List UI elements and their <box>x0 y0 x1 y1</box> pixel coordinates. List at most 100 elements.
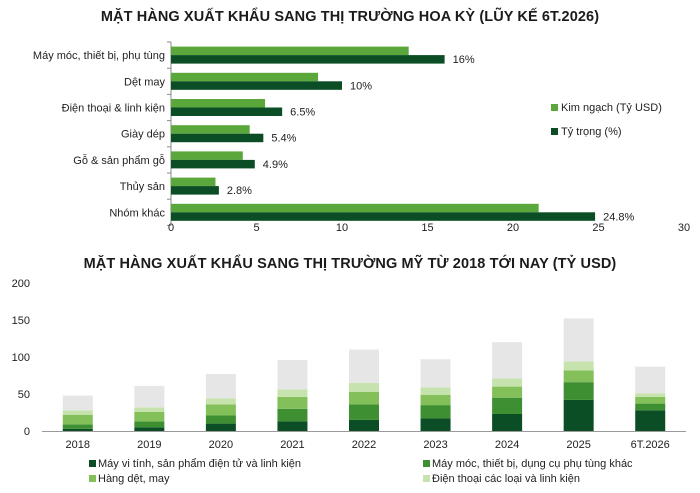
chart1-data-label: 2.8% <box>227 185 252 197</box>
chart1-data-label: 16% <box>453 54 475 66</box>
chart2-bar-segment <box>134 421 165 428</box>
chart2-bar-segment <box>62 428 93 431</box>
chart2-bar-segment <box>134 411 165 422</box>
chart1-bar-kim-ngach <box>171 125 250 134</box>
chart1-legend-label: Kim ngạch (Tỷ USD) <box>561 102 662 114</box>
chart1-data-label: 24.8% <box>603 211 634 223</box>
chart2-bar-segment <box>492 397 523 414</box>
chart1-x-tick-label: 25 <box>592 222 604 234</box>
chart2-x-tick-label: 6T.2026 <box>631 439 670 451</box>
chart1-bar-kim-ngach <box>171 72 319 82</box>
chart2-y-tick-label: 200 <box>12 278 30 290</box>
chart1-x-tick-label: 10 <box>336 222 348 234</box>
chart1-bar-kim-ngach <box>171 151 243 160</box>
chart1-data-label: 4.9% <box>263 159 288 171</box>
chart1-legend-label: Tỷ trọng (%) <box>561 126 622 138</box>
chart2-y-tick-label: 0 <box>24 426 30 438</box>
chart2-y-tick-label: 50 <box>18 389 30 401</box>
chart2-bar-segment <box>277 359 308 390</box>
chart-1-title: MẶT HÀNG XUẤT KHẨU SANG THỊ TRƯỜNG HOA K… <box>100 9 600 25</box>
chart2-bar-segment <box>205 423 236 431</box>
chart1-legend-swatch <box>551 128 558 135</box>
chart2-legend-label: Điện thoại các loại và linh kiện <box>432 473 580 485</box>
chart1-x-tick-label: 5 <box>253 222 259 234</box>
chart2-legend-swatch <box>423 475 430 482</box>
chart2-bar-segment <box>134 427 165 431</box>
chart1-category-label: Giày dép <box>121 129 165 141</box>
chart2-bar-segment <box>277 389 308 397</box>
chart1-bar-ty-trong <box>171 133 264 143</box>
chart2-bar-segment <box>563 382 594 400</box>
chart1-data-label: 10% <box>350 80 372 92</box>
chart1-bar-ty-trong <box>171 81 342 90</box>
chart2-bar-segment <box>563 361 594 371</box>
chart2-bar-segment <box>349 382 379 392</box>
chart1-category-label: Nhóm khác <box>109 207 165 219</box>
chart2-y-tick-label: 150 <box>12 315 30 327</box>
chart2-legend-label: Hàng dệt, may <box>98 473 170 485</box>
chart2-bar-segment <box>62 395 93 411</box>
chart1-x-tick-label: 20 <box>507 222 519 234</box>
chart2-legend-swatch <box>89 475 96 482</box>
chart2-bar-segment <box>349 391 379 405</box>
chart2-x-tick-label: 2019 <box>137 439 161 451</box>
chart1-bar-ty-trong <box>171 212 596 221</box>
chart2-x-tick-label: 2025 <box>566 439 590 451</box>
chart2-bar-segment <box>420 394 451 406</box>
chart1-x-tick-label: 30 <box>678 222 690 234</box>
chart2-y-tick-label: 100 <box>12 352 30 364</box>
chart1-category-label: Thủy sản <box>120 181 165 193</box>
chart2-bar-segment <box>134 407 165 412</box>
chart2-bar-segment <box>420 387 451 395</box>
chart2-bar-segment <box>349 349 379 383</box>
chart1-bar-ty-trong <box>171 159 255 169</box>
chart-2-title: MẶT HÀNG XUẤT KHẨU SANG THỊ TRƯỜNG MỸ TỪ… <box>83 256 617 272</box>
chart2-bar-segment <box>492 342 523 379</box>
chart2-bar-segment <box>492 413 523 431</box>
chart2-x-tick-label: 2021 <box>280 439 304 451</box>
chart1-category-label: Dệt may <box>124 76 165 88</box>
chart2-x-tick-label: 2024 <box>495 439 519 451</box>
chart2-bar-segment <box>277 408 308 422</box>
chart2-x-tick-label: 2023 <box>423 439 447 451</box>
chart2-bar-segment <box>205 415 236 424</box>
chart1-bar-ty-trong <box>171 107 283 116</box>
chart2-bar-segment <box>563 399 594 431</box>
chart2-bar-segment <box>205 398 236 405</box>
chart1-category-label: Điện thoại & linh kiện <box>62 103 165 115</box>
chart2-bar-segment <box>62 414 93 425</box>
chart2-bar-segment <box>635 403 666 411</box>
chart2-bar-segment <box>420 405 451 419</box>
chart2-bar-segment <box>277 396 308 409</box>
chart1-x-tick-label: 0 <box>168 222 174 234</box>
chart1-bar-kim-ngach <box>171 177 216 187</box>
chart1-legend-swatch <box>551 104 558 111</box>
chart2-bar-segment <box>349 404 379 420</box>
chart1-x-tick-label: 15 <box>421 222 433 234</box>
chart2-bar-segment <box>635 396 666 404</box>
chart2-x-tick-label: 2018 <box>66 439 90 451</box>
chart2-bar-segment <box>277 421 308 431</box>
chart2-bar-segment <box>563 370 594 383</box>
chart2-legend-label: Máy vi tính, sản phẩm điện tử và linh ki… <box>98 458 301 470</box>
chart2-bar-segment <box>635 366 666 394</box>
chart2-x-tick-label: 2022 <box>352 439 376 451</box>
chart2-bar-segment <box>205 404 236 416</box>
chart2-bar-segment <box>349 419 379 431</box>
chart2-bar-segment <box>62 410 93 415</box>
chart2-bar-segment <box>205 374 236 399</box>
chart2-bar-segment <box>563 318 594 362</box>
chart1-category-label: Gỗ & sản phẩm gỗ <box>73 154 165 167</box>
chart2-x-tick-label: 2020 <box>209 439 233 451</box>
chart2-bar-segment <box>62 424 93 429</box>
chart2-bar-segment <box>492 386 523 398</box>
chart1-bar-kim-ngach <box>171 99 266 108</box>
chart1-bar-kim-ngach <box>171 46 409 56</box>
chart2-bar-segment <box>420 418 451 431</box>
chart2-legend-swatch <box>423 460 430 467</box>
chart2-bar-segment <box>635 410 666 431</box>
chart1-bar-ty-trong <box>171 55 445 64</box>
chart2-bar-segment <box>635 393 666 397</box>
chart2-bar-segment <box>420 359 451 388</box>
